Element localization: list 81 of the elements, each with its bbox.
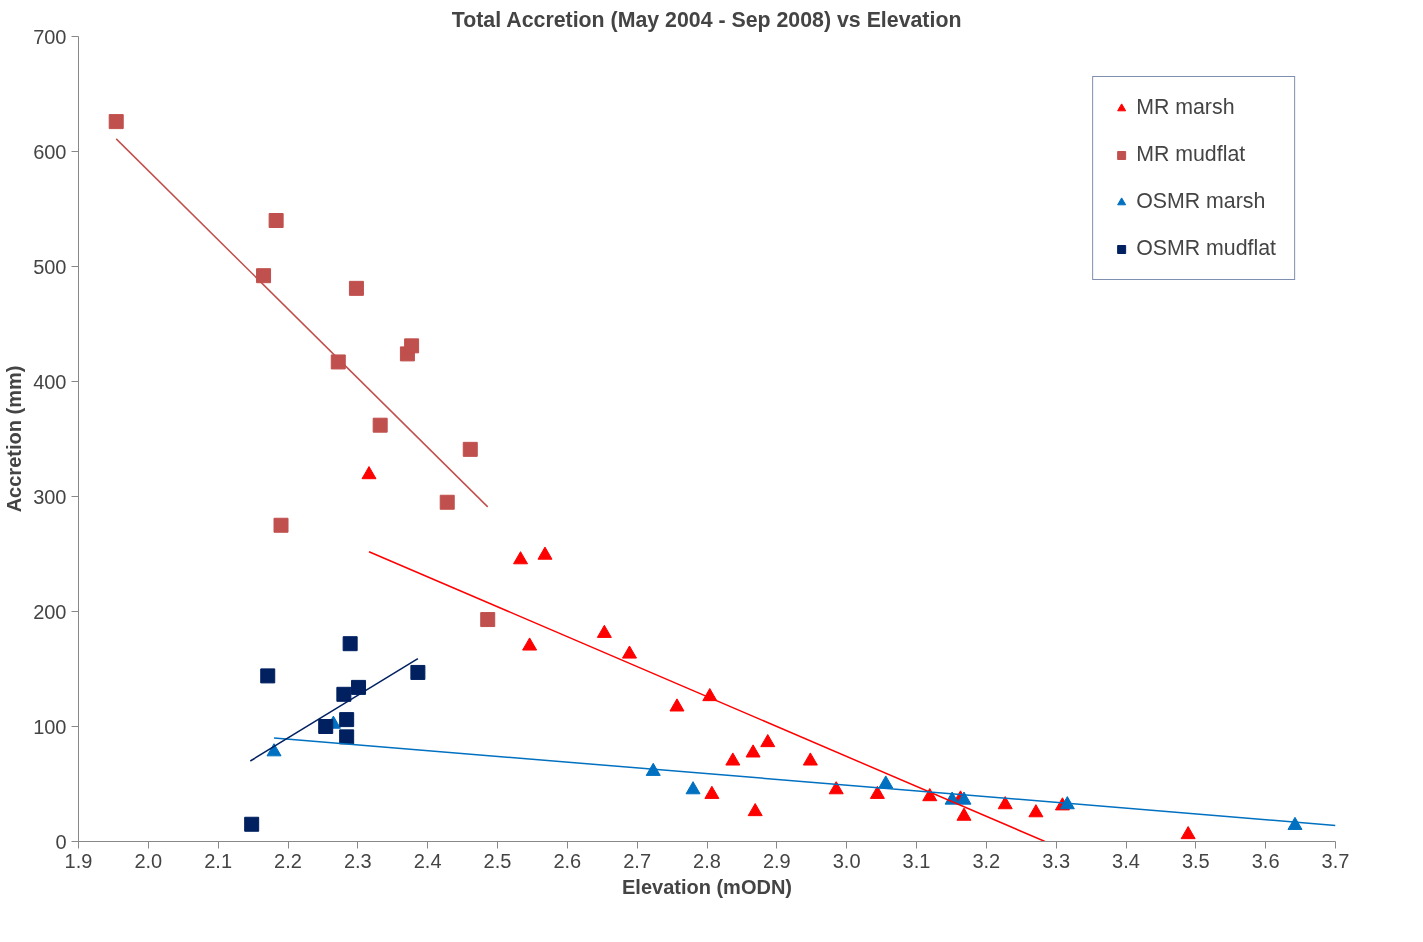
chart-title: Total Accretion (May 2004 - Sep 2008) vs Elevation bbox=[451, 7, 962, 32]
point bbox=[351, 679, 367, 695]
x-tick-label: 2.2 bbox=[274, 849, 302, 872]
y-tick-label: 400 bbox=[33, 370, 67, 393]
point bbox=[108, 114, 124, 130]
y-axis-title: Accretion (mm) bbox=[3, 365, 26, 513]
point bbox=[273, 517, 289, 533]
y-tick-label: 100 bbox=[33, 715, 67, 738]
point bbox=[318, 719, 334, 734]
point bbox=[342, 636, 358, 652]
x-tick-label: 3.2 bbox=[972, 849, 1001, 872]
x-tick-label: 2.4 bbox=[413, 849, 442, 872]
point bbox=[685, 781, 701, 795]
point bbox=[372, 417, 388, 433]
point bbox=[439, 494, 455, 510]
x-tick-label: 2.9 bbox=[762, 849, 791, 872]
point bbox=[878, 775, 894, 789]
point bbox=[669, 698, 685, 712]
point bbox=[404, 338, 420, 354]
x-tick-label: 2.3 bbox=[343, 849, 372, 872]
y-tick-label: 500 bbox=[33, 255, 67, 278]
point bbox=[339, 712, 355, 728]
point bbox=[330, 354, 346, 370]
point bbox=[336, 686, 352, 702]
legend-label: OSMR mudflat bbox=[1136, 236, 1276, 261]
point bbox=[537, 546, 553, 560]
x-tick-label: 2.8 bbox=[693, 849, 721, 872]
point bbox=[410, 664, 426, 680]
point bbox=[956, 791, 972, 805]
point bbox=[361, 466, 377, 480]
x-tick-label: 3.3 bbox=[1042, 849, 1071, 872]
point bbox=[869, 785, 885, 799]
point bbox=[513, 551, 529, 565]
point bbox=[1028, 804, 1044, 818]
x-tick-label: 2.7 bbox=[623, 849, 652, 872]
x-tick-label: 3.5 bbox=[1181, 849, 1210, 872]
point bbox=[244, 816, 260, 832]
legend-label: MR mudflat bbox=[1136, 142, 1246, 167]
x-tick-label: 3.0 bbox=[832, 849, 861, 872]
point bbox=[1059, 796, 1075, 810]
point bbox=[828, 781, 844, 795]
point bbox=[1287, 816, 1303, 830]
legend-label: MR marsh bbox=[1136, 95, 1235, 120]
point bbox=[956, 807, 972, 821]
y-tick-label: 200 bbox=[33, 600, 67, 623]
x-tick-label: 1.9 bbox=[64, 849, 93, 872]
legend-label: OSMR marsh bbox=[1136, 189, 1266, 214]
point bbox=[747, 803, 763, 817]
x-tick-label: 3.1 bbox=[902, 849, 931, 872]
point bbox=[522, 637, 538, 651]
point bbox=[760, 734, 776, 748]
point bbox=[268, 213, 284, 228]
x-tick-label: 2.5 bbox=[483, 849, 512, 872]
point bbox=[256, 268, 272, 284]
x-axis-title: Elevation (mODN) bbox=[621, 875, 793, 898]
x-tick-label: 3.7 bbox=[1321, 849, 1350, 872]
point bbox=[339, 729, 355, 745]
point bbox=[725, 752, 741, 766]
x-tick-label: 2.6 bbox=[553, 849, 582, 872]
point bbox=[922, 788, 938, 802]
point bbox=[1180, 826, 1196, 840]
x-tick-label: 3.4 bbox=[1112, 849, 1140, 872]
point bbox=[480, 612, 496, 628]
point bbox=[266, 743, 282, 757]
y-tick-label: 0 bbox=[55, 830, 67, 853]
point bbox=[621, 645, 637, 659]
point bbox=[997, 796, 1013, 810]
y-tick-label: 300 bbox=[33, 485, 67, 508]
point bbox=[596, 624, 612, 638]
point bbox=[348, 280, 364, 296]
x-tick-label: 3.6 bbox=[1251, 849, 1280, 872]
point bbox=[462, 441, 478, 457]
point bbox=[645, 762, 661, 776]
x-tick-label: 2.1 bbox=[204, 849, 233, 872]
point bbox=[260, 668, 276, 684]
x-tick-label: 2.0 bbox=[134, 849, 163, 872]
y-tick-label: 700 bbox=[33, 25, 67, 48]
y-tick-label: 600 bbox=[33, 140, 67, 163]
point bbox=[745, 744, 761, 758]
point bbox=[704, 785, 720, 799]
point bbox=[802, 752, 818, 766]
